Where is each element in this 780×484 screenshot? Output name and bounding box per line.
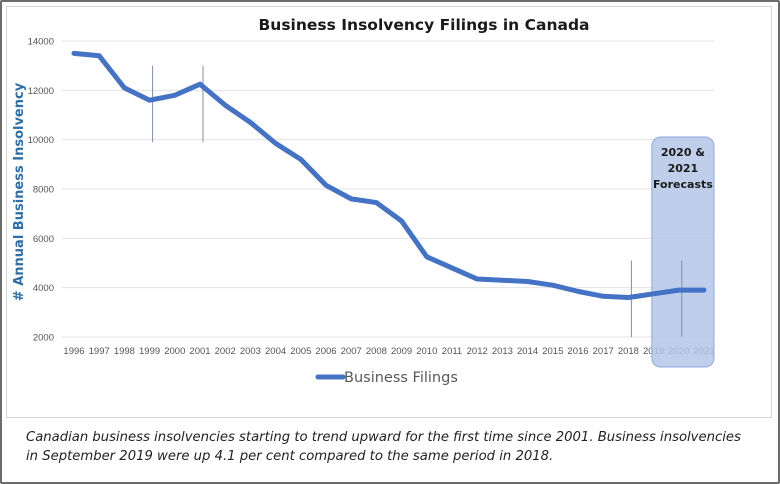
x-tick-label: 2006 [315,346,336,357]
x-tick-label: 2004 [265,346,286,357]
chart-area-border [6,6,772,418]
x-tick-label: 2008 [366,346,387,357]
y-tick-label: 8000 [33,185,54,196]
x-tick-label: 1999 [139,346,160,357]
x-tick-label: 2016 [567,346,588,357]
x-tick-label: 2009 [391,346,412,357]
x-tick-label: 2002 [215,346,236,357]
x-tick-label: 2003 [240,346,261,357]
x-tick-label: 2015 [542,346,563,357]
series-line-business-filings [71,50,707,301]
y-tick-label: 10000 [28,135,54,146]
forecast-label: Forecasts [653,178,713,191]
y-tick-label: 14000 [28,37,54,48]
x-tick-label: 2005 [290,346,311,357]
forecast-label: 2021 [668,162,699,175]
chart-caption: Canadian business insolvencies starting … [26,430,741,464]
x-tick-label: 1996 [63,346,84,357]
y-tick-label: 4000 [33,283,54,294]
x-tick-label: 2014 [517,346,538,357]
x-tick-label: 2018 [618,346,639,357]
x-tick-label: 2012 [467,346,488,357]
y-tick-label: 12000 [28,86,54,97]
y-tick-label: 2000 [33,333,54,344]
x-tick-label: 2007 [341,346,362,357]
x-tick-label: 2017 [593,346,614,357]
x-tick-label: 2001 [189,346,210,357]
x-tick-label: 2013 [492,346,513,357]
x-tick-label: 2011 [442,346,462,357]
chart-title: Business Insolvency Filings in Canada [258,16,589,34]
x-tick-label: 1997 [89,346,110,357]
y-tick-label: 6000 [33,234,54,245]
x-tick-label: 2000 [164,346,185,357]
forecast-label: 2020 & [661,146,705,159]
legend-label: Business Filings [344,370,458,386]
forecast-box [651,136,715,368]
x-tick-label: 1998 [114,346,135,357]
x-tick-label: 2010 [416,346,437,357]
y-axis-label: # Annual Business Insolvency [12,82,27,301]
